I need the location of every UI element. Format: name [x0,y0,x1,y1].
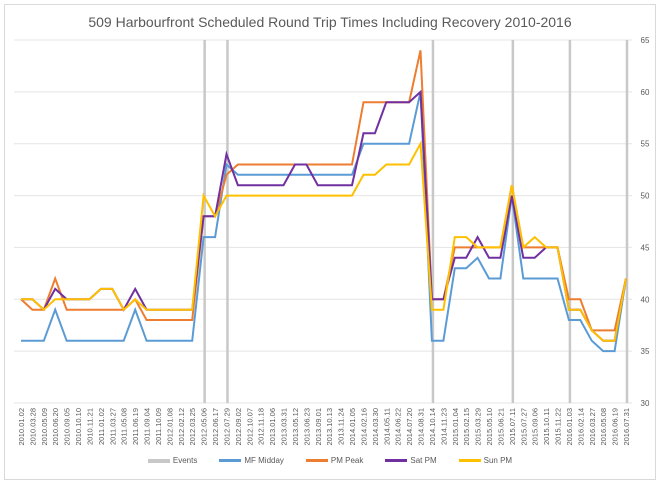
svg-text:2012.05.06: 2012.05.06 [200,408,209,446]
svg-text:2011.03.27: 2011.03.27 [108,408,117,445]
svg-text:2010.10.10: 2010.10.10 [74,408,83,446]
legend-label: MF Midday [244,456,284,465]
svg-text:2013.10.13: 2013.10.13 [325,408,334,446]
legend-label: Sat PM [410,456,437,465]
svg-text:2014.02.16: 2014.02.16 [359,408,368,446]
svg-text:2015.06.21: 2015.06.21 [496,408,505,446]
svg-text:2014.05.11: 2014.05.11 [382,408,391,445]
svg-text:65: 65 [641,36,650,45]
svg-text:2016.01.03: 2016.01.03 [565,408,574,446]
svg-text:2010.05.09: 2010.05.09 [40,408,49,446]
svg-text:2010.06.20: 2010.06.20 [51,408,60,446]
mf-midday-swatch-icon [219,459,242,462]
chart-frame [4,4,656,480]
legend-item-sat-pm[interactable]: Sat PM [385,456,437,465]
svg-text:2012.11.18: 2012.11.18 [257,408,266,445]
legend-label: Sun PM [483,456,513,465]
svg-text:2012.03.25: 2012.03.25 [188,408,197,446]
svg-text:2014.03.30: 2014.03.30 [371,408,380,446]
legend-label: Events [172,456,198,465]
chart-title: 509 Harbourfront Scheduled Round Trip Ti… [88,14,572,30]
svg-text:2014.11.23: 2014.11.23 [439,408,448,445]
svg-text:2015.02.15: 2015.02.15 [462,408,471,446]
svg-text:55: 55 [641,140,650,149]
gridlines [14,39,632,404]
svg-text:2011.05.08: 2011.05.08 [120,408,129,445]
svg-text:2015.01.04: 2015.01.04 [451,408,460,446]
svg-text:2010.09.05: 2010.09.05 [63,408,72,446]
svg-text:35: 35 [641,347,650,356]
svg-text:2012.02.12: 2012.02.12 [177,408,186,446]
events-swatch-icon [147,458,170,463]
svg-text:2016.03.27: 2016.03.27 [588,408,597,446]
svg-text:2016.02.14: 2016.02.14 [576,408,585,446]
legend-item-pm-peak[interactable]: PM Peak [305,456,364,465]
svg-text:2013.03.31: 2013.03.31 [280,408,289,446]
svg-text:2016.06.19: 2016.06.19 [611,408,620,446]
svg-text:45: 45 [641,243,650,252]
sat-pm-swatch-icon [385,459,408,462]
svg-text:30: 30 [641,399,650,408]
legend-item-mf-midday[interactable]: MF Midday [219,456,284,465]
pm-peak-swatch-icon [305,459,328,462]
sun-pm-swatch-icon [458,459,481,462]
svg-text:2012.01.08: 2012.01.08 [165,408,174,446]
legend: Events MF Midday PM Peak Sat PM Sun PM [0,456,660,465]
svg-text:2014.10.14: 2014.10.14 [428,408,437,446]
svg-text:2016.05.08: 2016.05.08 [599,408,608,446]
event-lines [203,40,629,403]
y-axis-ticks: 30 35 40 45 50 55 60 65 [641,36,650,408]
svg-text:2015.07.27: 2015.07.27 [519,408,528,446]
x-axis-labels: 2010.01.02 2010.03.28 2010.05.09 2010.06.20… [17,408,631,446]
svg-text:2016.07.31: 2016.07.31 [622,408,631,446]
svg-text:2013.01.06: 2013.01.06 [268,408,277,446]
svg-text:2010.03.28: 2010.03.28 [28,408,37,446]
svg-text:2011.09.04: 2011.09.04 [143,408,152,445]
svg-text:60: 60 [641,88,650,97]
series-lines [20,50,627,353]
legend-item-sun-pm[interactable]: Sun PM [458,456,513,465]
svg-text:2015.10.11: 2015.10.11 [542,408,551,445]
svg-text:2012.07.29: 2012.07.29 [222,408,231,446]
legend-item-events[interactable]: Events [147,456,198,465]
svg-text:2015.09.06: 2015.09.06 [531,408,540,446]
svg-text:2011.06.19: 2011.06.19 [131,408,140,445]
svg-text:50: 50 [641,192,650,201]
svg-text:2015.05.10: 2015.05.10 [485,408,494,446]
legend-label: PM Peak [330,456,364,465]
svg-text:2012.09.02: 2012.09.02 [234,408,243,446]
svg-text:2013.06.23: 2013.06.23 [302,408,311,446]
svg-text:2013.05.12: 2013.05.12 [291,408,300,446]
svg-text:2012.06.17: 2012.06.17 [211,408,220,446]
svg-text:2013.09.01: 2013.09.01 [314,408,323,446]
svg-text:2015.03.29: 2015.03.29 [474,408,483,446]
svg-text:2010.01.02: 2010.01.02 [17,408,26,446]
svg-text:2014.07.20: 2014.07.20 [405,408,414,446]
svg-text:2010.11.21: 2010.11.21 [85,408,94,445]
svg-text:2012.10.07: 2012.10.07 [245,408,254,446]
svg-text:40: 40 [641,295,650,304]
svg-text:2014.06.22: 2014.06.22 [394,408,403,446]
svg-text:2011.10.09: 2011.10.09 [154,408,163,445]
svg-text:2015.07.11: 2015.07.11 [508,408,517,445]
svg-text:2011.01.02: 2011.01.02 [97,408,106,445]
svg-text:2013.11.24: 2013.11.24 [337,408,346,445]
svg-text:2014.01.05: 2014.01.05 [348,408,357,446]
svg-text:2014.08.31: 2014.08.31 [417,408,426,446]
svg-text:2015.11.22: 2015.11.22 [554,408,563,445]
